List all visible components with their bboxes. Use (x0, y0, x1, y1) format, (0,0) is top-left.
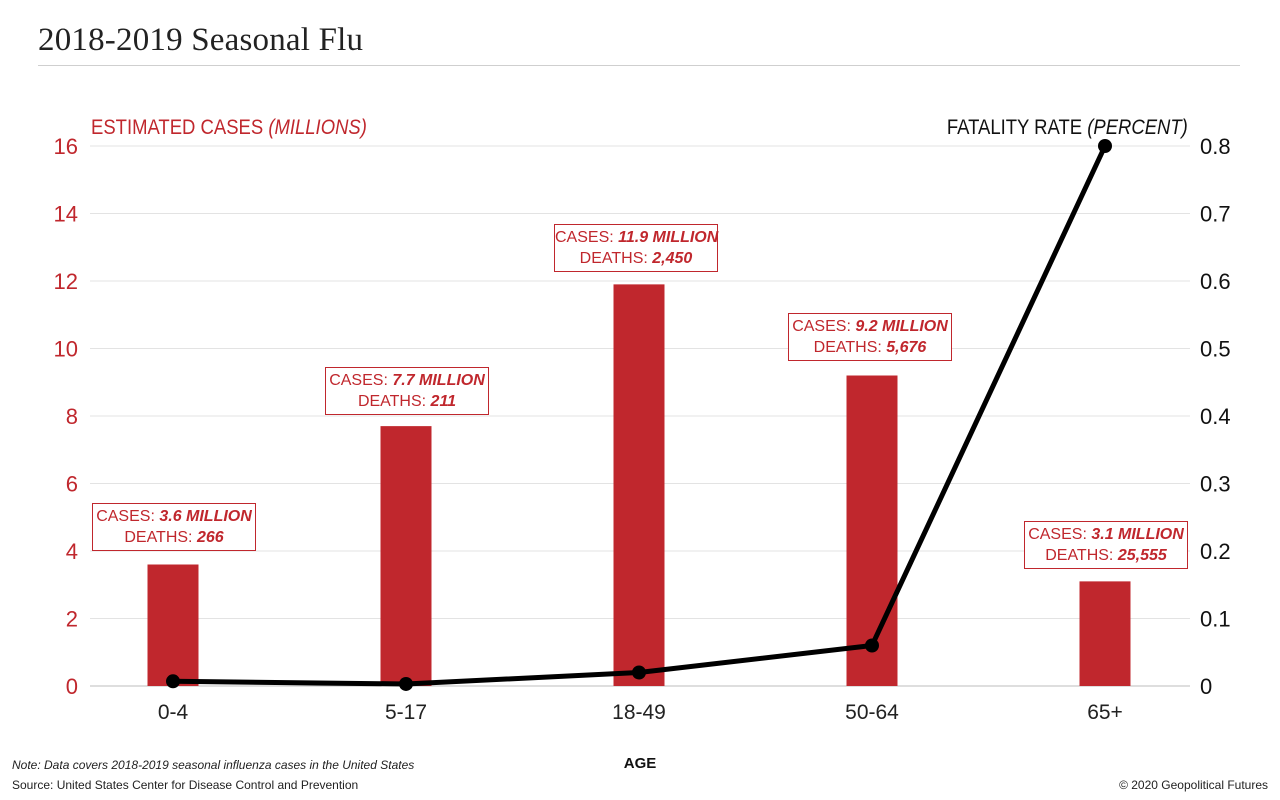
fatality-rate-point (399, 676, 413, 691)
left-tick-label: 4 (66, 539, 78, 564)
callout-cases-value: 9.2 MILLION (855, 318, 948, 335)
right-tick-label: 0.8 (1200, 134, 1231, 159)
right-axis-title: FATALITY RATE (PERCENT) (947, 116, 1188, 140)
left-axis-title: ESTIMATED CASES (MILLIONS) (91, 116, 367, 140)
callout-deaths-value: 25,555 (1117, 547, 1167, 564)
callout-cases-label: CASES: (1028, 526, 1087, 543)
x-tick-label: 65+ (1087, 701, 1123, 724)
fatality-rate-point (865, 638, 879, 653)
callout-cases-value: 11.9 MILLION (618, 229, 719, 246)
x-tick-label: 5-17 (385, 701, 427, 724)
callout-deaths-label: DEATHS: (1045, 547, 1114, 564)
callout-deaths-value: 266 (196, 529, 224, 546)
x-tick-label: 0-4 (158, 701, 189, 724)
right-tick-label: 0.5 (1200, 337, 1231, 362)
callout-cases-value: 7.7 MILLION (392, 372, 485, 389)
callout-cases-label: CASES: (329, 372, 388, 389)
callout-cases-label: CASES: (96, 508, 155, 525)
left-tick-label: 12 (54, 269, 78, 294)
left-axis-label: ESTIMATED CASES (91, 116, 264, 139)
right-tick-label: 0.4 (1200, 404, 1231, 429)
right-tick-label: 0.1 (1200, 607, 1231, 632)
right-tick-label: 0.7 (1200, 202, 1231, 227)
left-tick-label: 10 (54, 337, 78, 362)
left-tick-label: 14 (54, 202, 78, 227)
callout-18-49: CASES: 11.9 MILLION DEATHS: 2,450 (554, 224, 718, 272)
fatality-rate-point (1098, 139, 1112, 153)
left-tick-label: 8 (66, 404, 78, 429)
bar-18-49 (613, 284, 665, 686)
callout-65-plus: CASES: 3.1 MILLION DEATHS: 25,555 (1024, 521, 1188, 569)
callout-cases-value: 3.1 MILLION (1091, 526, 1184, 543)
x-tick-label: 18-49 (612, 701, 666, 724)
right-tick-label: 0.3 (1200, 472, 1231, 497)
title-divider (38, 65, 1240, 66)
right-tick-label: 0.6 (1200, 269, 1231, 294)
callout-0-4: CASES: 3.6 MILLION DEATHS: 266 (92, 503, 256, 551)
callout-deaths-value: 211 (430, 393, 457, 410)
right-axis-unit: (PERCENT) (1087, 116, 1188, 139)
callout-deaths-value: 5,676 (886, 339, 927, 356)
right-axis-label: FATALITY RATE (947, 116, 1083, 139)
callout-cases-label: CASES: (555, 229, 614, 246)
x-axis-title: AGE (623, 755, 657, 772)
left-tick-label: 2 (66, 607, 78, 632)
left-tick-label: 16 (54, 134, 78, 159)
right-tick-label: 0.2 (1200, 539, 1231, 564)
left-tick-label: 6 (66, 472, 78, 497)
callout-cases-label: CASES: (792, 318, 851, 335)
source-credit: Source: United States Center for Disease… (12, 778, 359, 792)
left-axis-unit: (MILLIONS) (268, 116, 367, 139)
callout-deaths-label: DEATHS: (357, 393, 427, 410)
bar-5-17 (380, 426, 432, 686)
callout-deaths-label: DEATHS: (813, 339, 882, 356)
footnote: Note: Data covers 2018-2019 seasonal inf… (12, 758, 415, 772)
fatality-rate-point (632, 665, 646, 680)
callout-cases-value: 3.6 MILLION (159, 508, 252, 525)
bar-50-64 (846, 375, 898, 686)
callout-5-17: CASES: 7.7 MILLION DEATHS: 211 (325, 367, 489, 415)
copyright: © 2020 Geopolitical Futures (1119, 778, 1268, 792)
callout-deaths-label: DEATHS: (124, 529, 193, 546)
bar-0-4 (147, 564, 199, 686)
callout-deaths-value: 2,450 (652, 250, 693, 267)
left-tick-label: 0 (66, 674, 78, 699)
right-tick-label: 0 (1200, 674, 1212, 699)
bar-65+ (1079, 581, 1131, 686)
chart-title: 2018-2019 Seasonal Flu (38, 22, 364, 58)
x-tick-label: 50-64 (845, 701, 899, 724)
callout-deaths-label: DEATHS: (579, 250, 648, 267)
callout-50-64: CASES: 9.2 MILLION DEATHS: 5,676 (788, 313, 952, 361)
fatality-rate-point (166, 674, 180, 689)
